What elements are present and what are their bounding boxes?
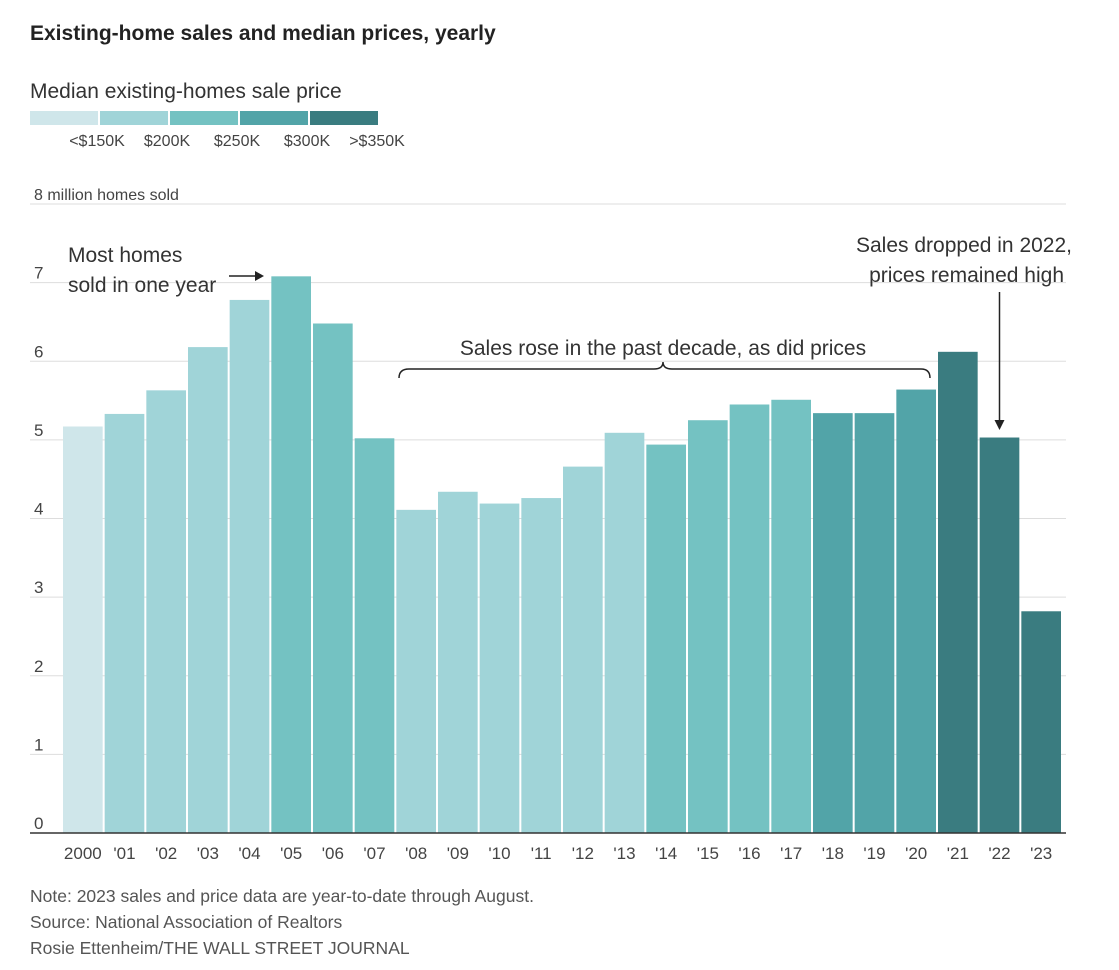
annotation-bracket (398, 361, 931, 379)
bar (604, 432, 645, 833)
legend-label: $200K (143, 133, 191, 150)
x-tick-label: '11 (531, 844, 552, 863)
legend-swatch (100, 111, 168, 125)
x-tick-label: '10 (488, 844, 510, 863)
y-tick-label: 4 (34, 500, 43, 519)
y-tick-label: 0 (34, 814, 43, 833)
x-tick-label: '22 (988, 844, 1010, 863)
bar-chart: 0 1 2 3 4 5 6 7 8 million homes sold 2000 '01 '02 '0… (30, 187, 1072, 863)
bar (896, 389, 936, 833)
bar (563, 466, 603, 833)
legend-swatch (170, 111, 238, 125)
bar (438, 491, 478, 833)
legend-label: $300K (283, 133, 331, 150)
x-tick-label: '02 (155, 844, 177, 863)
bar (521, 498, 561, 833)
x-tick-label: '19 (863, 844, 885, 863)
bar (729, 404, 770, 833)
bar (854, 413, 895, 833)
bar (104, 413, 145, 833)
legend-swatch (30, 111, 98, 125)
x-tick-label: '13 (613, 844, 635, 863)
x-tick-label: '17 (780, 844, 802, 863)
x-tick-label: '16 (738, 844, 760, 863)
bar (188, 347, 228, 833)
bar (688, 420, 728, 833)
legend-label: >$350K (349, 133, 405, 150)
y-tick-label: 1 (34, 735, 43, 754)
footer-source: Source: National Association of Realtors (30, 912, 343, 932)
bar (313, 323, 353, 833)
x-tick-label: '09 (447, 844, 469, 863)
bar (646, 444, 686, 833)
annotation-2022: prices remained high (869, 264, 1064, 287)
annotation-peak: sold in one year (68, 274, 216, 297)
y-tick-label: 5 (34, 421, 43, 440)
x-tick-label: '06 (322, 844, 344, 863)
bar (771, 399, 811, 833)
bar (813, 413, 853, 833)
annotation-decade: Sales rose in the past decade, as did pr… (460, 337, 866, 360)
x-tick-label: '01 (113, 844, 135, 863)
legend-label: <$150K (69, 133, 125, 150)
bar (63, 426, 103, 833)
x-tick-label: '04 (238, 844, 260, 863)
annotation-arrowhead (994, 420, 1005, 430)
bar (979, 437, 1020, 833)
x-tick-label: '05 (280, 844, 302, 863)
bar (396, 509, 436, 833)
bar (1021, 611, 1061, 833)
y-tick-label: 7 (34, 264, 43, 283)
annotation-arrowhead (255, 271, 264, 281)
y-tick-label: 2 (34, 657, 43, 676)
bar (479, 503, 520, 833)
footer-credit: Rosie Ettenheim/THE WALL STREET JOURNAL (30, 938, 410, 958)
footer-note: Note: 2023 sales and price data are year… (30, 886, 534, 906)
bar (229, 299, 270, 833)
bar (146, 390, 186, 833)
bar (938, 351, 978, 833)
x-tick-label: 2000 (64, 844, 102, 863)
legend-title: Median existing-homes sale price (30, 80, 342, 103)
legend-label: $250K (213, 133, 261, 150)
legend-swatch (240, 111, 308, 125)
y-tick-label: 6 (34, 342, 43, 361)
x-tick-label: '08 (405, 844, 427, 863)
x-tick-label: '12 (572, 844, 594, 863)
x-tick-label: '14 (655, 844, 677, 863)
annotation-2022: Sales dropped in 2022, (856, 234, 1072, 257)
annotation-peak: Most homes (68, 244, 182, 267)
x-tick-label: '03 (197, 844, 219, 863)
bar (354, 438, 395, 833)
x-tick-label: '21 (947, 844, 969, 863)
x-tick-label: '18 (822, 844, 844, 863)
legend-swatch (310, 111, 378, 125)
x-tick-label: '07 (363, 844, 385, 863)
y-tick-label: 3 (34, 578, 43, 597)
x-tick-label: '20 (905, 844, 927, 863)
x-tick-label: '23 (1030, 844, 1052, 863)
y-axis-label: 8 million homes sold (34, 187, 179, 204)
bar (271, 276, 311, 834)
chart-title: Existing-home sales and median prices, y… (30, 22, 496, 45)
x-tick-label: '15 (697, 844, 719, 863)
